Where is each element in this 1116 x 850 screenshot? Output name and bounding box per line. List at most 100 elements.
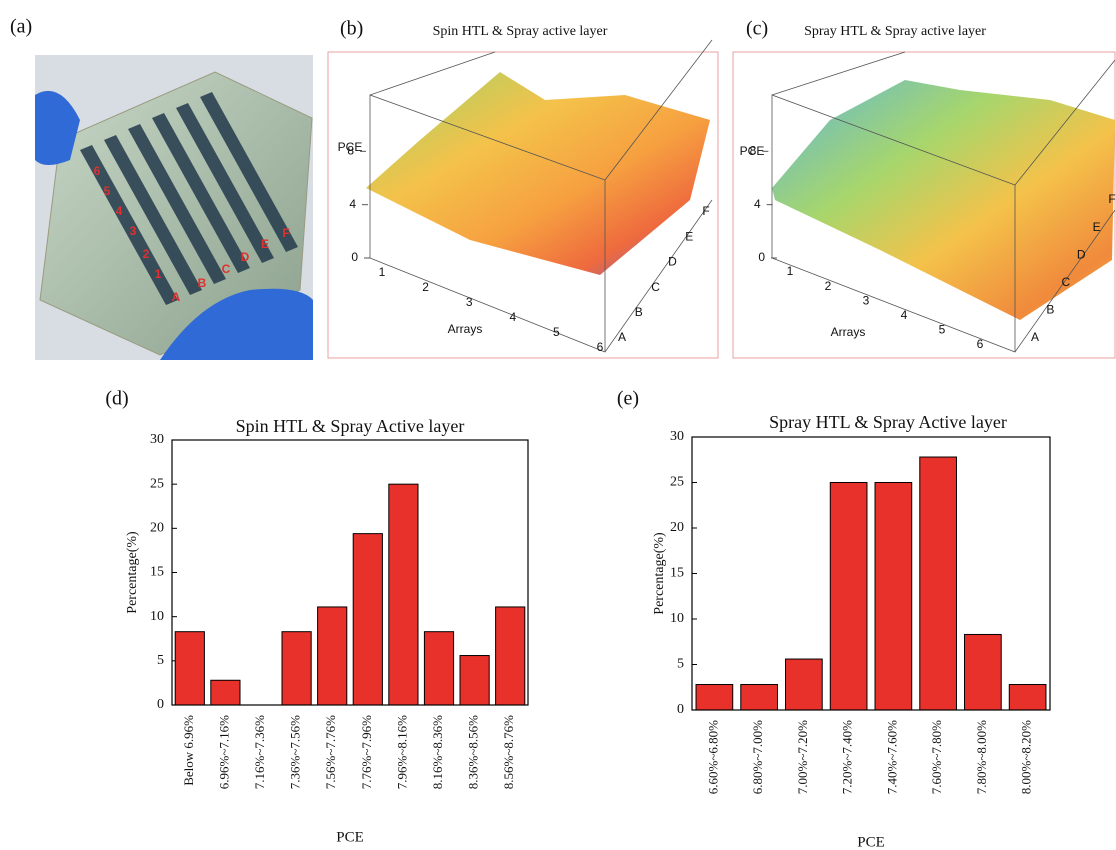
bar xyxy=(919,456,957,711)
x-tick-label: 2 xyxy=(825,279,832,293)
x-tick-label: 7.96%~8.16% xyxy=(394,715,409,789)
y-tick-label: 30 xyxy=(670,429,684,444)
bar xyxy=(785,658,823,711)
photo-label: E xyxy=(261,237,269,251)
bar xyxy=(874,482,913,711)
glove xyxy=(160,288,313,360)
y-tick-label: F xyxy=(1108,192,1115,206)
x-axis-label: PCE xyxy=(336,829,364,845)
z-axis-label: PCE xyxy=(740,144,765,158)
x-tick-label: 7.00%~7.20% xyxy=(795,720,810,794)
y-tick-label: A xyxy=(618,330,626,344)
x-tick-label: 5 xyxy=(939,323,946,337)
z-tick-label: 8 xyxy=(750,144,757,158)
x-tick-label: 7.60%~7.80% xyxy=(929,720,944,794)
x-tick-label: 5 xyxy=(553,325,560,339)
bar xyxy=(740,684,778,711)
panel-label: (b) xyxy=(340,18,363,40)
photo-label: 6 xyxy=(94,164,101,178)
x-tick-label: 7.16%~7.36% xyxy=(252,715,267,789)
y-tick-label: C xyxy=(651,280,660,294)
photo-label: 1 xyxy=(155,267,162,281)
bar xyxy=(352,533,383,706)
x-tick-label: 3 xyxy=(863,293,870,307)
x-tick-label: 7.56%~7.76% xyxy=(323,715,338,789)
photo-label: 2 xyxy=(143,247,150,261)
x-tick-label: 8.56%~8.76% xyxy=(501,715,516,789)
photo-label: B xyxy=(198,276,207,290)
axis-box xyxy=(369,39,713,353)
y-tick-label: C xyxy=(1061,275,1070,289)
y-tick-label: D xyxy=(668,255,677,269)
y-tick-label: 5 xyxy=(677,657,684,672)
x-tick-label: 1 xyxy=(787,264,794,278)
x-tick-label: Below 6.96% xyxy=(181,715,196,786)
photo-label: A xyxy=(172,290,181,304)
panel-label: (c) xyxy=(746,18,768,40)
bar xyxy=(281,631,312,706)
x-tick-label: 2 xyxy=(422,280,429,294)
y-tick-label: D xyxy=(1077,247,1086,261)
bar xyxy=(695,684,734,711)
bar xyxy=(459,655,490,706)
x-tick-label: 7.36%~7.56% xyxy=(288,715,303,789)
stripes xyxy=(80,92,298,305)
photo xyxy=(35,55,313,360)
x-tick-label: 8.36%~8.56% xyxy=(466,715,481,789)
photo-label: 4 xyxy=(116,204,123,218)
x-tick-label: 8.00%~8.20% xyxy=(1019,720,1034,794)
x-tick-label: 6.60%~6.80% xyxy=(705,720,720,794)
y-tick-label: F xyxy=(702,204,709,218)
x-tick-label: 7.76%~7.96% xyxy=(359,715,374,789)
bar xyxy=(495,606,526,706)
x-tick-label: 6.96%~7.16% xyxy=(216,715,231,789)
y-axis-label: Percentage(%) xyxy=(652,532,667,615)
bar xyxy=(829,482,868,711)
surface xyxy=(772,80,1115,320)
surface xyxy=(366,72,710,275)
y-tick-label: 25 xyxy=(670,475,684,490)
bar xyxy=(210,679,241,706)
panel-label: (d) xyxy=(105,388,128,410)
y-tick-label: 20 xyxy=(670,520,684,535)
panel-label: (a) xyxy=(10,16,32,38)
bar xyxy=(1008,684,1047,711)
x-tick-label: 6.80%~7.00% xyxy=(750,720,765,794)
bar xyxy=(964,633,1002,711)
z-axis-label: PCE xyxy=(338,140,363,154)
plot-frame xyxy=(691,436,1051,711)
x-axis-label: Arrays xyxy=(448,322,483,336)
x-tick-label: 7.80%~8.00% xyxy=(974,720,989,794)
y-tick-label: 15 xyxy=(670,566,684,581)
chart-title: Spin HTL & Spray Active layer xyxy=(236,416,465,436)
y-tick-label: 15 xyxy=(150,565,164,580)
y-tick-label: E xyxy=(685,229,693,243)
x-tick-label: 4 xyxy=(901,308,908,322)
y-tick-label: B xyxy=(1046,303,1054,317)
y-tick-label: 0 xyxy=(677,702,684,717)
y-tick-label: 20 xyxy=(150,521,164,536)
y-tick-label: 10 xyxy=(150,609,164,624)
bar xyxy=(174,631,205,706)
panel-frame xyxy=(732,51,1116,359)
bar xyxy=(388,483,419,706)
z-tick-label: 8 xyxy=(347,144,354,158)
y-tick-label: 25 xyxy=(150,476,164,491)
z-tick-label: 0 xyxy=(758,250,765,264)
photo-label: 5 xyxy=(104,184,111,198)
y-tick-label: E xyxy=(1093,220,1101,234)
x-tick-label: 6 xyxy=(597,340,604,354)
chart-title: Spray HTL & Spray Active layer xyxy=(769,412,1007,432)
z-tick-label: 0 xyxy=(351,250,358,264)
glove xyxy=(35,90,80,165)
z-tick-label: 4 xyxy=(349,197,356,211)
axis-box xyxy=(771,51,1116,353)
panel-label: (e) xyxy=(617,388,639,410)
x-axis-label: PCE xyxy=(857,834,885,850)
photo-label: D xyxy=(241,250,250,264)
x-tick-label: 6 xyxy=(977,337,984,351)
bar xyxy=(317,606,348,706)
x-tick-label: 7.20%~7.40% xyxy=(840,720,855,794)
